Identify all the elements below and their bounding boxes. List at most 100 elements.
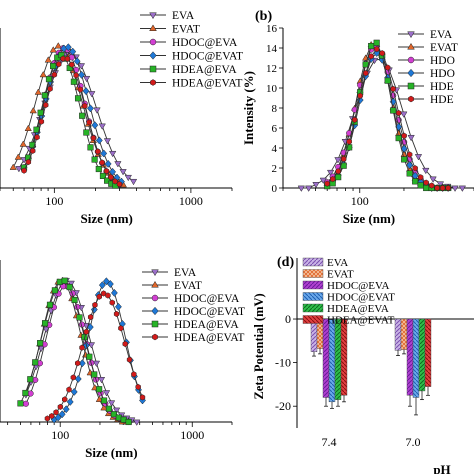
data-point bbox=[76, 314, 83, 321]
data-point bbox=[64, 55, 71, 62]
x-axis-label: pH bbox=[433, 462, 450, 474]
data-point bbox=[100, 404, 108, 411]
data-point bbox=[428, 182, 435, 189]
data-point bbox=[100, 149, 108, 158]
legend-marker bbox=[408, 95, 414, 103]
data-point bbox=[79, 112, 86, 119]
data-point bbox=[110, 411, 117, 418]
y-tick-label: 2 bbox=[272, 163, 278, 175]
x-tick-label: 100 bbox=[51, 428, 69, 442]
data-point bbox=[324, 180, 330, 187]
data-point bbox=[297, 185, 305, 192]
data-point bbox=[90, 305, 98, 314]
y-tick-label: 0 bbox=[272, 183, 278, 195]
data-point bbox=[64, 43, 72, 52]
legend-label: EVA bbox=[172, 10, 195, 22]
y-tick-label: -10 bbox=[275, 356, 291, 370]
legend-marker bbox=[151, 320, 159, 328]
legend-label: HDO bbox=[430, 55, 455, 67]
legend-label: HDEA@EVA bbox=[327, 303, 389, 315]
legend-label: HDO bbox=[430, 68, 455, 80]
data-point bbox=[47, 85, 53, 92]
data-point bbox=[357, 92, 363, 99]
data-point bbox=[17, 400, 24, 407]
x-axis-label: Size (nm) bbox=[343, 211, 395, 226]
data-point bbox=[390, 107, 397, 114]
legend-swatch bbox=[302, 315, 324, 324]
data-point bbox=[99, 172, 106, 179]
y-tick-label: 12 bbox=[266, 63, 277, 75]
data-point bbox=[110, 288, 118, 297]
data-point bbox=[14, 153, 22, 160]
bar bbox=[328, 318, 336, 403]
legend-item: HDOC@EVA bbox=[302, 280, 390, 292]
legend-label: HDOC@EVAT bbox=[174, 306, 245, 318]
data-point bbox=[312, 182, 320, 189]
data-point bbox=[104, 177, 111, 184]
data-point bbox=[43, 101, 49, 109]
data-point bbox=[86, 353, 93, 360]
data-point bbox=[66, 386, 72, 393]
data-point bbox=[49, 46, 57, 53]
data-point bbox=[58, 410, 66, 419]
bar bbox=[310, 318, 318, 352]
series-hdea-at-evat bbox=[44, 290, 146, 422]
data-point bbox=[93, 107, 101, 114]
data-point bbox=[70, 78, 77, 85]
data-point bbox=[112, 407, 121, 414]
data-point bbox=[374, 46, 380, 53]
data-point bbox=[401, 132, 407, 139]
y-tick-label: 14 bbox=[266, 43, 278, 55]
data-point bbox=[131, 371, 137, 378]
data-point bbox=[98, 123, 106, 130]
data-point bbox=[135, 383, 141, 391]
panel-label: (b) bbox=[255, 9, 272, 24]
legend-marker bbox=[149, 65, 157, 73]
data-point bbox=[87, 144, 94, 151]
bar bbox=[400, 318, 408, 350]
data-point bbox=[39, 70, 47, 78]
data-point bbox=[439, 184, 446, 192]
data-point bbox=[423, 179, 429, 186]
legend-marker bbox=[149, 24, 157, 31]
data-point bbox=[346, 138, 352, 145]
data-point bbox=[139, 394, 146, 401]
data-point bbox=[434, 184, 440, 192]
data-point bbox=[15, 166, 23, 173]
data-point bbox=[335, 168, 341, 175]
data-point bbox=[82, 87, 90, 96]
data-point bbox=[29, 106, 37, 114]
data-point bbox=[101, 397, 108, 404]
data-point bbox=[400, 144, 408, 153]
legend-label: EVAT bbox=[327, 269, 354, 281]
legend-label: HDEA@EVA bbox=[174, 319, 239, 331]
series-hdea-at-eva bbox=[20, 51, 119, 189]
bar bbox=[394, 318, 402, 351]
legend-swatch bbox=[302, 280, 324, 290]
data-point bbox=[38, 118, 45, 125]
data-point bbox=[114, 302, 122, 311]
data-point bbox=[412, 178, 419, 185]
data-point bbox=[417, 182, 424, 189]
data-point bbox=[133, 419, 141, 426]
data-point bbox=[330, 176, 336, 183]
legend-label: HDOC@EVA bbox=[172, 37, 238, 49]
legend-marker bbox=[149, 51, 157, 60]
data-point bbox=[112, 178, 118, 185]
data-point bbox=[70, 387, 78, 396]
data-point bbox=[406, 170, 413, 177]
panel-b-size-distribution: 100 0 2 4 6 8 10 12 14 16 Size (nm) Intensity (%) (b… bbox=[241, 9, 474, 226]
data-point bbox=[395, 109, 402, 117]
legend-label: HDEA@EVAT bbox=[172, 78, 242, 90]
legend-label: EVA bbox=[430, 29, 453, 41]
legend-item: EVA bbox=[142, 267, 197, 279]
series-eva bbox=[22, 277, 141, 426]
legend-marker bbox=[152, 333, 158, 341]
data-point bbox=[406, 161, 414, 170]
data-point bbox=[91, 371, 98, 378]
data-point bbox=[103, 138, 112, 145]
legend-swatch bbox=[302, 292, 324, 301]
data-point bbox=[91, 156, 98, 163]
